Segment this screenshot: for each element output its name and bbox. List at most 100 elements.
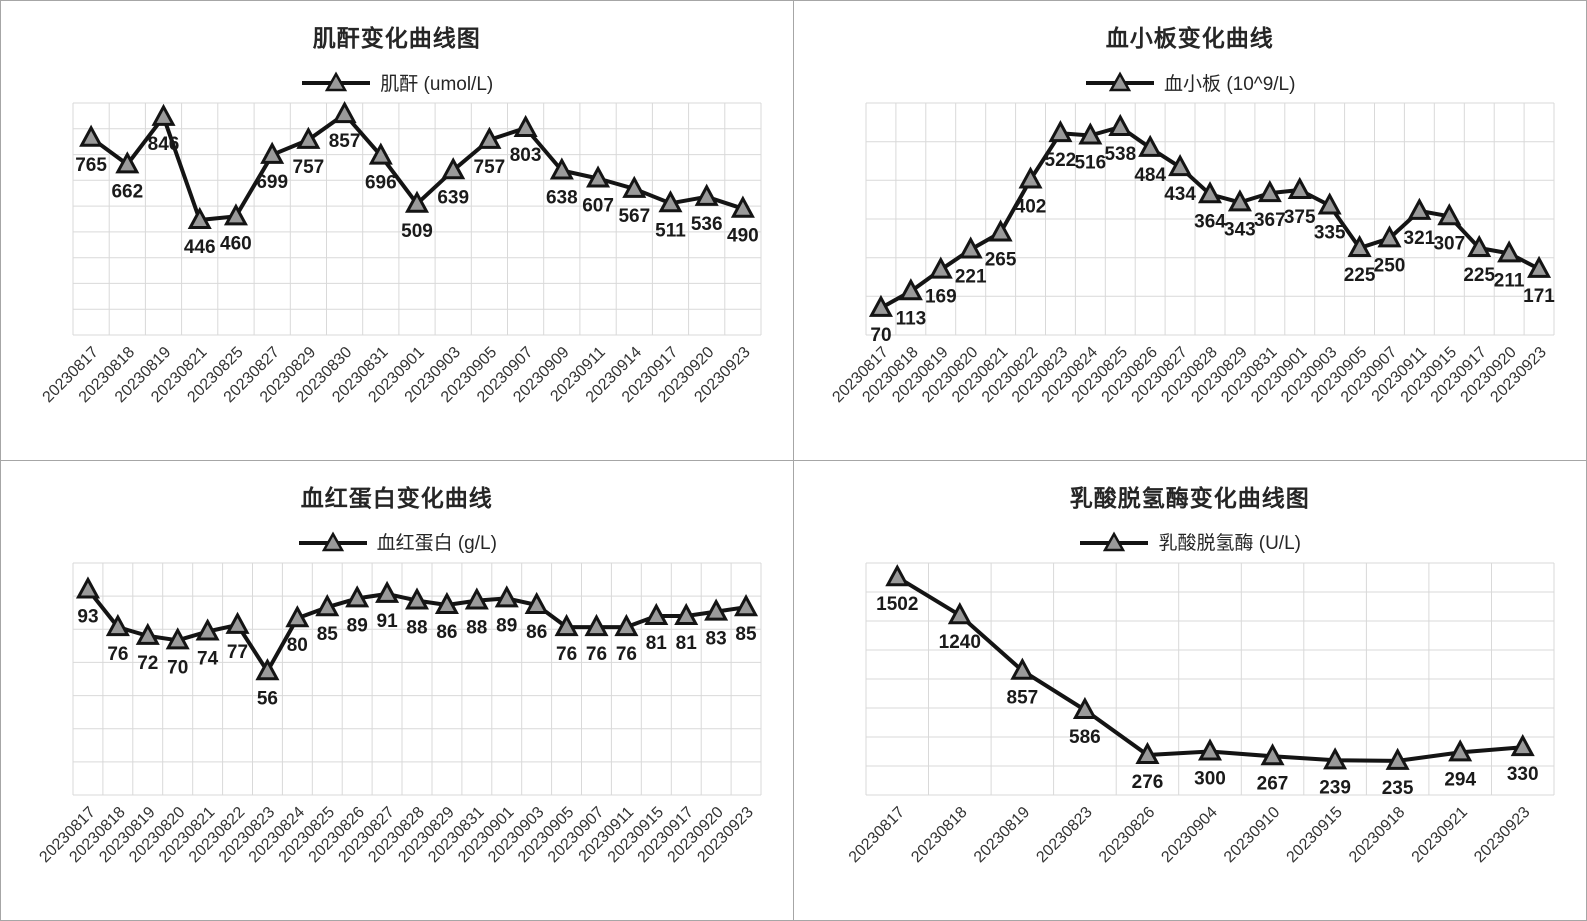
chart-legend: 肌酐 (umol/L) xyxy=(1,69,793,95)
chart-legend: 血红蛋白 (g/L) xyxy=(1,529,793,555)
svg-text:662: 662 xyxy=(111,181,143,202)
svg-text:516: 516 xyxy=(1074,153,1106,174)
svg-text:490: 490 xyxy=(727,226,759,247)
svg-text:113: 113 xyxy=(895,308,926,329)
chart-panel-ldh: 乳酸脱氢酶变化曲线图 乳酸脱氢酶 (U/L) 1502 1240 857 586 276… xyxy=(793,460,1587,920)
svg-text:509: 509 xyxy=(401,221,433,242)
svg-text:276: 276 xyxy=(1131,772,1163,793)
svg-text:88: 88 xyxy=(466,617,487,638)
svg-text:434: 434 xyxy=(1164,184,1196,205)
svg-text:89: 89 xyxy=(496,615,517,636)
svg-text:607: 607 xyxy=(582,196,614,217)
svg-text:20230923: 20230923 xyxy=(1471,803,1533,865)
chart-legend: 血小板 (10^9/L) xyxy=(794,69,1587,95)
legend-line-triangle-icon xyxy=(1080,530,1149,551)
svg-text:88: 88 xyxy=(406,617,427,638)
svg-text:20230904: 20230904 xyxy=(1158,803,1220,865)
svg-text:803: 803 xyxy=(509,145,541,166)
svg-text:20230915: 20230915 xyxy=(1283,803,1345,865)
svg-text:307: 307 xyxy=(1433,233,1465,254)
svg-text:639: 639 xyxy=(437,187,469,208)
svg-text:367: 367 xyxy=(1254,210,1286,231)
svg-text:76: 76 xyxy=(107,644,128,665)
svg-text:80: 80 xyxy=(286,635,307,656)
svg-text:846: 846 xyxy=(147,134,179,155)
svg-text:699: 699 xyxy=(256,172,288,193)
svg-text:85: 85 xyxy=(316,624,338,645)
chart-panel-hemoglobin: 血红蛋白变化曲线 血红蛋白 (g/L) 93 76 72 70 74 77 56 80 85 89… xyxy=(1,460,794,920)
legend-label: 肌酐 (umol/L) xyxy=(380,73,494,95)
svg-text:321: 321 xyxy=(1403,228,1435,249)
svg-text:93: 93 xyxy=(77,606,98,627)
chart-title: 乳酸脱氢酶变化曲线图 xyxy=(1069,484,1310,511)
svg-text:76: 76 xyxy=(616,644,637,665)
svg-text:446: 446 xyxy=(184,237,216,258)
legend-line-triangle-icon xyxy=(1086,71,1155,92)
svg-text:567: 567 xyxy=(618,206,650,227)
svg-text:86: 86 xyxy=(526,622,547,643)
svg-text:536: 536 xyxy=(691,214,723,235)
svg-text:522: 522 xyxy=(1044,150,1076,171)
svg-text:538: 538 xyxy=(1104,144,1136,165)
svg-text:76: 76 xyxy=(556,644,577,665)
svg-text:757: 757 xyxy=(292,157,324,178)
svg-text:81: 81 xyxy=(675,633,697,654)
svg-text:221: 221 xyxy=(955,267,987,288)
svg-text:20230826: 20230826 xyxy=(1096,803,1158,865)
svg-text:70: 70 xyxy=(870,325,891,346)
svg-text:20230921: 20230921 xyxy=(1408,803,1470,865)
svg-text:81: 81 xyxy=(645,633,667,654)
svg-text:20230823: 20230823 xyxy=(1033,803,1095,865)
svg-text:20230819: 20230819 xyxy=(971,803,1033,865)
svg-text:225: 225 xyxy=(1463,265,1495,286)
chart-title: 肌酐变化曲线图 xyxy=(312,25,481,51)
svg-text:511: 511 xyxy=(655,220,686,241)
svg-text:638: 638 xyxy=(546,188,578,209)
svg-text:20230817: 20230817 xyxy=(846,803,908,865)
legend-line-triangle-icon xyxy=(298,530,367,551)
svg-text:857: 857 xyxy=(1006,687,1038,708)
legend-label: 乳酸脱氢酶 (U/L) xyxy=(1158,533,1301,554)
svg-text:86: 86 xyxy=(436,622,457,643)
svg-text:91: 91 xyxy=(376,610,398,631)
svg-text:250: 250 xyxy=(1373,255,1405,276)
svg-text:375: 375 xyxy=(1284,207,1316,228)
svg-text:235: 235 xyxy=(1381,777,1413,798)
svg-text:239: 239 xyxy=(1319,777,1351,798)
svg-text:76: 76 xyxy=(586,644,607,665)
svg-text:171: 171 xyxy=(1523,286,1555,307)
svg-text:20230918: 20230918 xyxy=(1346,803,1408,865)
legend-label: 血小板 (10^9/L) xyxy=(1164,73,1296,95)
svg-text:85: 85 xyxy=(735,624,757,645)
svg-text:857: 857 xyxy=(328,131,360,152)
svg-text:330: 330 xyxy=(1507,764,1539,785)
svg-text:74: 74 xyxy=(197,648,219,669)
line-chart-hemoglobin: 93 76 72 70 74 77 56 80 85 89 91 88 86 88 89 86 76 76 76 81… xyxy=(36,562,762,866)
legend-label: 血红蛋白 (g/L) xyxy=(376,533,497,554)
svg-text:335: 335 xyxy=(1314,223,1346,244)
svg-text:265: 265 xyxy=(984,250,1016,271)
svg-text:765: 765 xyxy=(75,155,107,176)
svg-text:169: 169 xyxy=(925,287,957,308)
line-chart-ldh: 1502 1240 857 586 276 300 267 239 235 294 330 20230… xyxy=(846,562,1555,866)
svg-text:20230818: 20230818 xyxy=(908,803,970,865)
svg-text:56: 56 xyxy=(257,688,278,709)
svg-text:484: 484 xyxy=(1134,165,1166,186)
svg-text:294: 294 xyxy=(1444,769,1476,790)
svg-text:586: 586 xyxy=(1069,727,1101,748)
svg-text:300: 300 xyxy=(1194,768,1226,789)
svg-text:343: 343 xyxy=(1224,219,1256,240)
chart-panel-platelet: 血小板变化曲线 血小板 (10^9/L) 70 113 169 221 265 402 52… xyxy=(793,1,1587,461)
svg-text:225: 225 xyxy=(1343,265,1375,286)
svg-text:211: 211 xyxy=(1494,270,1525,291)
svg-text:72: 72 xyxy=(137,652,158,673)
svg-text:364: 364 xyxy=(1194,211,1226,232)
svg-text:70: 70 xyxy=(167,657,188,678)
legend-line-triangle-icon xyxy=(302,71,371,92)
chart-legend: 乳酸脱氢酶 (U/L) xyxy=(794,529,1587,555)
svg-text:696: 696 xyxy=(365,173,397,194)
svg-text:77: 77 xyxy=(227,641,248,662)
svg-text:402: 402 xyxy=(1014,197,1046,218)
chart-title: 血小板变化曲线 xyxy=(1105,25,1274,51)
